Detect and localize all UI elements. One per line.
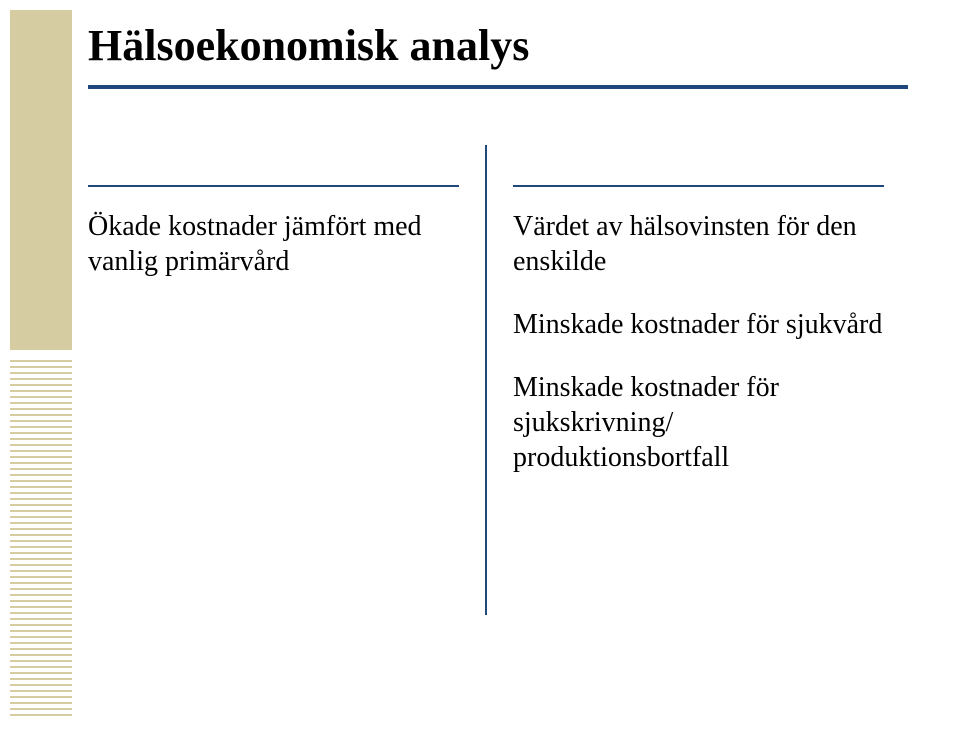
title-underline: [88, 85, 908, 89]
left-decorative-stripe: [10, 10, 72, 720]
corner-bullets: [20, 18, 50, 24]
left-stripe-solid: [10, 10, 72, 350]
right-paragraph-3: Minskade kostnader för sjukskrivning/ pr…: [513, 370, 884, 475]
two-column-body: Ökade kostnader jämfört med vanlig primä…: [88, 145, 908, 615]
right-column: Värdet av hälsovinsten för den enskilde …: [487, 145, 908, 503]
right-paragraph-2: Minskade kostnader för sjukvård: [513, 307, 884, 342]
left-column-rule: [88, 185, 459, 187]
slide-title: Hälsoekonomisk analys: [88, 20, 938, 71]
left-paragraph-1: Ökade kostnader jämfört med vanlig primä…: [88, 209, 459, 279]
slide-content: Hälsoekonomisk analys Ökade kostnader jä…: [88, 20, 938, 615]
right-column-rule: [513, 185, 884, 187]
left-column: Ökade kostnader jämfört med vanlig primä…: [88, 145, 485, 307]
left-stripe-lines: [10, 360, 72, 720]
right-paragraph-1: Värdet av hälsovinsten för den enskilde: [513, 209, 884, 279]
